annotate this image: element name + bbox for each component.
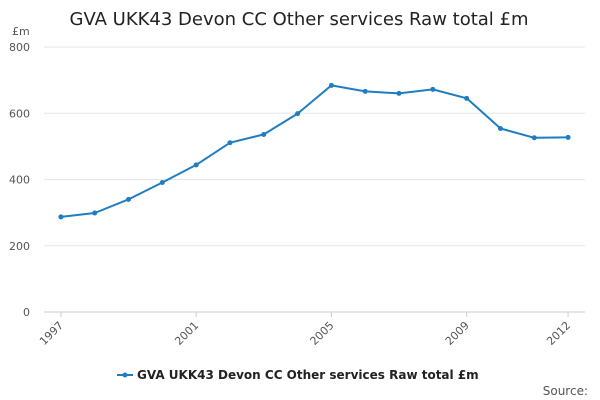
data-point[interactable] [126,196,132,202]
legend-marker [122,372,128,378]
data-point[interactable] [159,179,165,185]
data-point[interactable] [497,125,503,131]
x-tick-label: 2005 [308,319,337,348]
data-point[interactable] [328,82,334,88]
chart-title: GVA UKK43 Devon CC Other services Raw to… [70,9,529,30]
x-tick-label: 2012 [544,319,573,348]
data-point[interactable] [92,210,98,216]
data-point[interactable] [565,134,571,140]
data-point[interactable] [193,162,199,168]
legend[interactable]: GVA UKK43 Devon CC Other services Raw to… [117,368,479,382]
gridlines [44,46,585,313]
x-axis-ticks: 1997 2001 2005 2009 2012 [37,312,573,348]
data-point[interactable] [261,131,267,137]
data-point[interactable] [531,135,537,141]
y-axis-unit-label: £m [12,25,30,38]
data-point[interactable] [464,95,470,101]
x-tick-label: 2001 [172,319,201,348]
y-tick-label: 400 [9,174,30,187]
x-tick-label: 1997 [37,319,66,348]
source-label: Source: [543,384,588,398]
y-tick-label: 600 [9,107,30,120]
data-point[interactable] [396,90,402,96]
y-tick-label: 200 [9,240,30,253]
x-tick-label: 2009 [443,319,472,348]
data-point[interactable] [362,88,368,94]
data-point[interactable] [227,140,233,146]
y-tick-label: 800 [9,41,30,54]
y-tick-label: 0 [23,306,30,319]
data-point[interactable] [430,86,436,92]
data-point[interactable] [295,111,301,117]
legend-label: GVA UKK43 Devon CC Other services Raw to… [137,368,479,382]
data-point[interactable] [58,214,64,220]
y-axis-ticks: 0 200 400 600 800 [9,41,30,319]
series-group [58,82,571,220]
series-line [60,84,569,218]
